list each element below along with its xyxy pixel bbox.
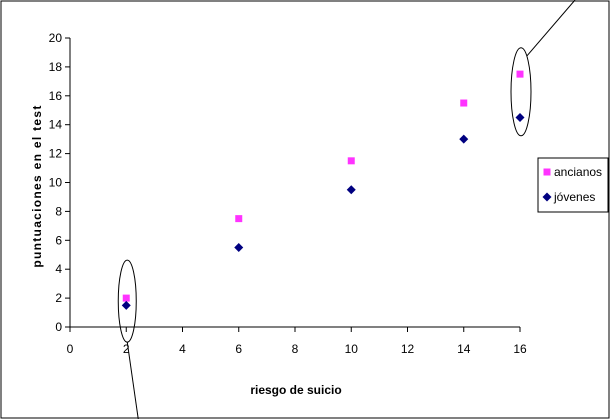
y-tick-label: 6 [55, 233, 62, 247]
y-tick-label: 18 [49, 60, 63, 74]
jovenes-point [121, 300, 131, 310]
ancianos-point [347, 157, 355, 165]
x-tick-label: 14 [457, 342, 471, 356]
legend: ancianos jóvenes [537, 157, 609, 213]
x-tick-label: 8 [292, 342, 299, 356]
legend-label: jóvenes [553, 190, 595, 204]
axes [65, 37, 521, 332]
annotation-leader-left [126, 342, 139, 419]
jovenes-point [234, 243, 244, 253]
jovenes-point [459, 134, 469, 144]
x-tick-label: 12 [401, 342, 415, 356]
x-tick-label: 6 [235, 342, 242, 356]
annotation-leader-right [526, 0, 576, 57]
ancianos-point [460, 99, 468, 107]
x-axis-title: riesgo de suicio [250, 383, 341, 397]
legend-marker [542, 192, 552, 202]
annotations [117, 0, 576, 419]
y-tick-label: 8 [55, 204, 62, 218]
ancianos-point [516, 70, 524, 78]
x-tick-label: 2 [123, 342, 130, 356]
jovenes-point [346, 185, 356, 195]
annotation-ellipse-right [510, 47, 532, 137]
legend-marker [543, 168, 551, 176]
y-tick-label: 20 [49, 31, 63, 45]
x-tick-label: 10 [345, 342, 359, 356]
y-tick-label: 12 [49, 147, 63, 161]
y-tick-label: 10 [49, 176, 63, 190]
y-tick-label: 16 [49, 89, 63, 103]
y-tick-label: 14 [49, 118, 63, 132]
legend-box [537, 157, 609, 213]
data-points [121, 70, 525, 310]
tick-labels: 0 2 4 6 8 10 12 14 16 18 20 0 2 4 6 8 10 12 14 16 [49, 31, 527, 356]
x-tick-label: 4 [179, 342, 186, 356]
x-tick-label: 16 [513, 342, 527, 356]
y-tick-label: 2 [55, 291, 62, 305]
ancianos-point [235, 215, 243, 223]
y-tick-label: 4 [55, 262, 62, 276]
ancianos-point [122, 294, 130, 302]
legend-label: ancianos [554, 165, 602, 179]
x-tick-label: 0 [67, 342, 74, 356]
y-tick-label: 0 [55, 320, 62, 334]
jovenes-point [515, 112, 525, 122]
y-axis-title: puntuaciones en el test [30, 104, 44, 267]
